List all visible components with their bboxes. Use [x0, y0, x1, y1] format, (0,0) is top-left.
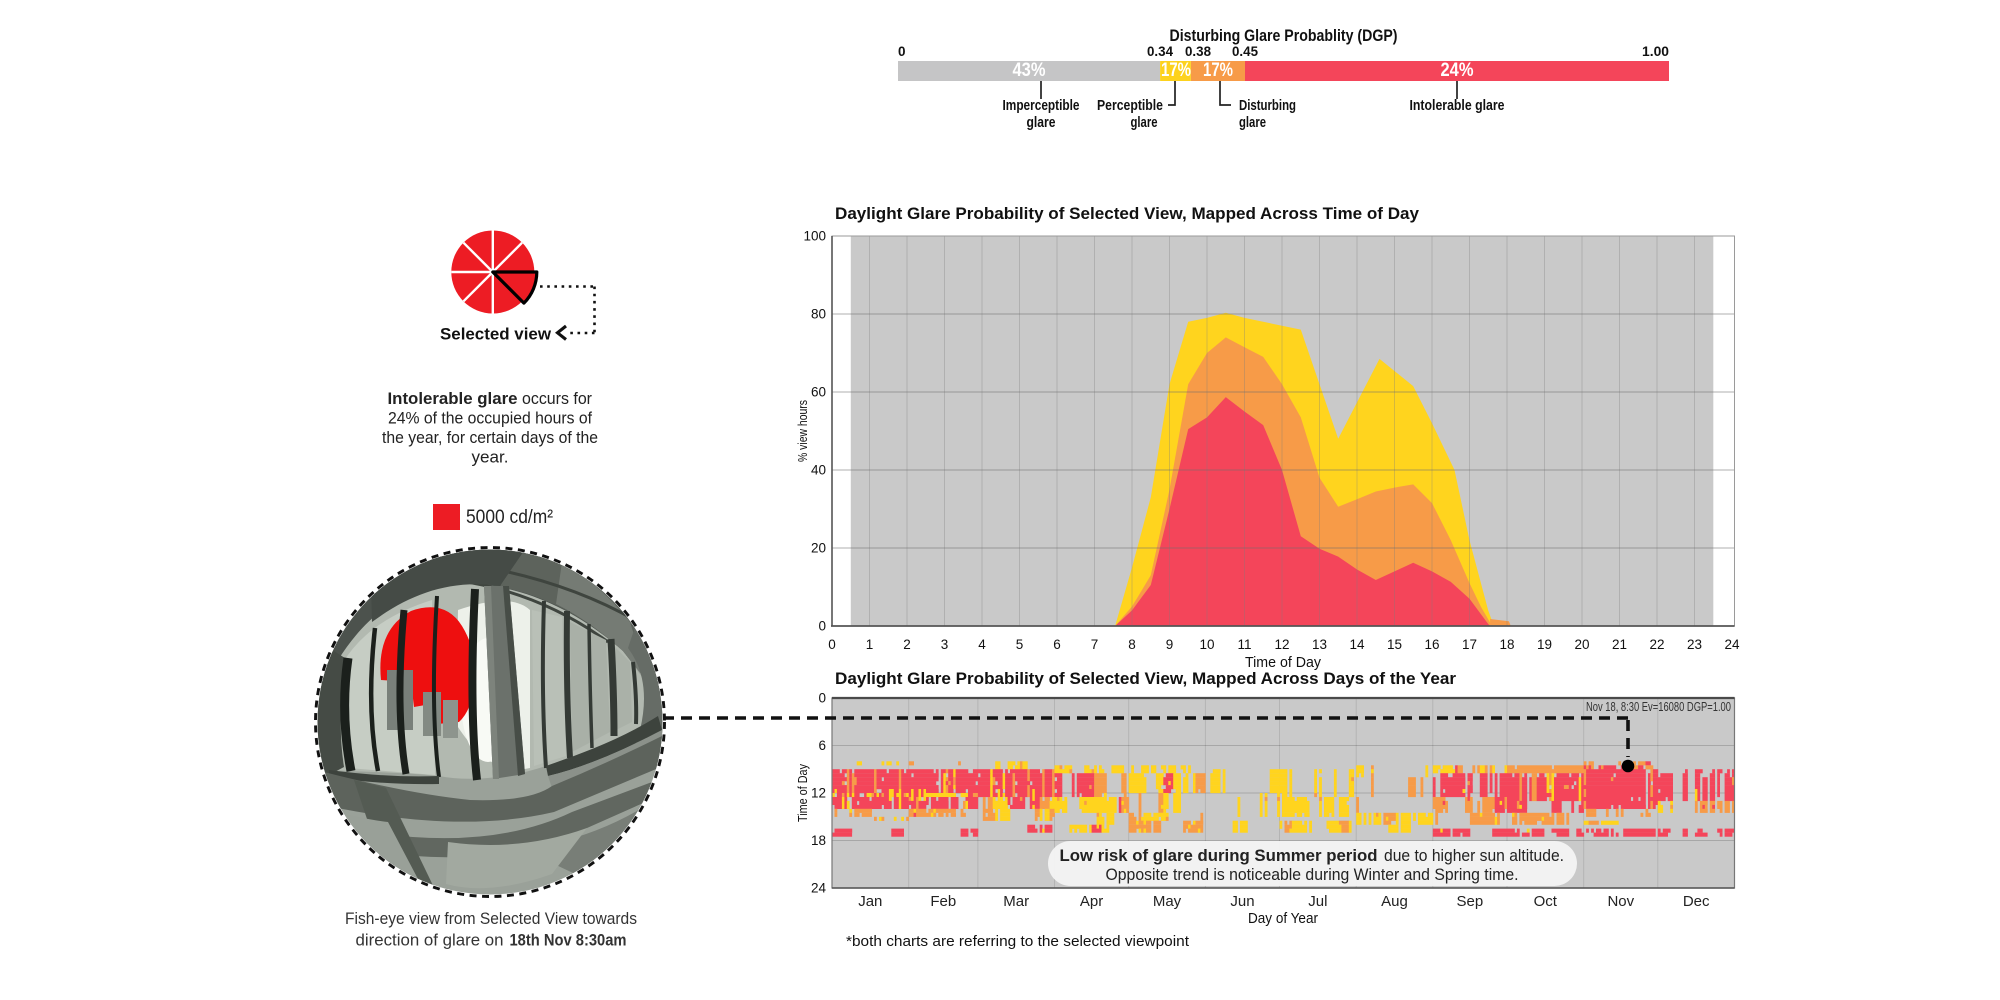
svg-text:year.: year. — [472, 448, 509, 467]
svg-text:19: 19 — [1537, 637, 1552, 652]
svg-text:24: 24 — [1724, 637, 1740, 652]
svg-text:Mar: Mar — [1003, 893, 1029, 910]
svg-text:3: 3 — [941, 637, 949, 652]
svg-text:24%: 24% — [1441, 60, 1474, 81]
svg-text:Perceptible: Perceptible — [1097, 97, 1163, 114]
svg-text:Opposite trend is noticeable d: Opposite trend is noticeable during Wint… — [1106, 865, 1519, 884]
svg-text:7: 7 — [1091, 637, 1099, 652]
svg-text:direction of glare on: direction of glare on — [356, 931, 504, 950]
svg-text:80: 80 — [811, 307, 826, 322]
svg-text:17: 17 — [1462, 637, 1477, 652]
svg-text:18th Nov 8:30am: 18th Nov 8:30am — [510, 931, 627, 950]
svg-text:glare: glare — [1131, 114, 1158, 131]
svg-text:1.00: 1.00 — [1642, 44, 1669, 59]
svg-text:due to higher sun altitude.: due to higher sun altitude. — [1384, 846, 1564, 865]
svg-text:Low risk of glare during Summe: Low risk of glare during Summer period — [1060, 846, 1378, 865]
svg-text:43%: 43% — [1013, 60, 1046, 81]
svg-text:Day of Year: Day of Year — [1248, 910, 1318, 927]
svg-text:13: 13 — [1312, 637, 1327, 652]
svg-text:Fish-eye view from Selected Vi: Fish-eye view from Selected View towards — [345, 909, 637, 928]
svg-text:*both charts are referring to: *both charts are referring to the select… — [846, 934, 1189, 950]
svg-text:May: May — [1153, 893, 1182, 910]
svg-text:Selected view: Selected view — [440, 326, 551, 344]
svg-text:0: 0 — [818, 691, 826, 706]
svg-text:2: 2 — [903, 637, 911, 652]
svg-text:Daylight Glare Probability of: Daylight Glare Probability of Selected V… — [835, 204, 1420, 223]
svg-text:60: 60 — [811, 385, 826, 400]
svg-text:12: 12 — [1274, 637, 1289, 652]
svg-text:21: 21 — [1612, 637, 1627, 652]
svg-text:12: 12 — [811, 786, 826, 801]
svg-text:16: 16 — [1424, 637, 1439, 652]
svg-text:Disturbing Glare Probablity (D: Disturbing Glare Probablity (DGP) — [1170, 27, 1398, 45]
svg-text:20: 20 — [811, 541, 826, 556]
svg-text:Aug: Aug — [1381, 893, 1408, 910]
svg-text:Jan: Jan — [858, 893, 882, 910]
svg-text:14: 14 — [1349, 637, 1365, 652]
svg-text:24% of the occupied hours of: 24% of the occupied hours of — [388, 409, 592, 428]
svg-text:0.38: 0.38 — [1185, 44, 1211, 59]
svg-text:5000 cd/m²: 5000 cd/m² — [466, 507, 553, 528]
svg-text:Sep: Sep — [1457, 893, 1484, 910]
svg-text:6: 6 — [1053, 637, 1061, 652]
svg-text:9: 9 — [1166, 637, 1174, 652]
svg-text:0.45: 0.45 — [1232, 44, 1258, 59]
svg-text:Oct: Oct — [1534, 893, 1558, 910]
svg-text:100: 100 — [803, 229, 826, 244]
svg-text:Imperceptible: Imperceptible — [1003, 97, 1080, 114]
svg-text:4: 4 — [978, 637, 986, 652]
svg-text:20: 20 — [1574, 637, 1589, 652]
svg-text:Nov 18, 8:30 Ev=16080 DGP=1.00: Nov 18, 8:30 Ev=16080 DGP=1.00 — [1586, 700, 1731, 714]
svg-text:Feb: Feb — [930, 893, 956, 910]
svg-text:11: 11 — [1237, 637, 1251, 652]
svg-text:6: 6 — [818, 738, 826, 753]
svg-text:Daylight Glare Probability of: Daylight Glare Probability of Selected V… — [835, 669, 1456, 688]
svg-text:15: 15 — [1387, 637, 1402, 652]
svg-text:0.34: 0.34 — [1147, 44, 1173, 59]
svg-text:24: 24 — [811, 881, 827, 896]
svg-text:the year, for certain days of: the year, for certain days of the — [382, 428, 598, 447]
svg-text:40: 40 — [811, 463, 826, 478]
svg-text:10: 10 — [1199, 637, 1214, 652]
svg-text:23: 23 — [1687, 637, 1702, 652]
svg-text:Intolerable glare: Intolerable glare — [1410, 97, 1505, 114]
svg-text:0: 0 — [898, 44, 906, 59]
svg-text:Dec: Dec — [1683, 893, 1710, 910]
svg-text:0: 0 — [828, 637, 836, 652]
svg-text:occurs for: occurs for — [522, 389, 592, 408]
svg-text:glare: glare — [1239, 114, 1266, 131]
svg-text:0: 0 — [818, 619, 826, 634]
svg-text:% view hours: % view hours — [795, 400, 810, 462]
svg-text:Jul: Jul — [1308, 893, 1327, 910]
svg-text:Time of Day: Time of Day — [1245, 654, 1321, 671]
svg-text:17%: 17% — [1203, 60, 1233, 81]
svg-text:glare: glare — [1027, 114, 1056, 131]
svg-text:8: 8 — [1128, 637, 1136, 652]
svg-text:1: 1 — [866, 637, 874, 652]
svg-text:Time of Day: Time of Day — [795, 764, 810, 822]
svg-text:Disturbing: Disturbing — [1239, 97, 1296, 114]
svg-text:18: 18 — [1499, 637, 1514, 652]
svg-text:Apr: Apr — [1080, 893, 1103, 910]
svg-text:22: 22 — [1649, 637, 1664, 652]
svg-text:Intolerable glare: Intolerable glare — [388, 389, 518, 408]
svg-text:18: 18 — [811, 833, 826, 848]
svg-text:17%: 17% — [1161, 60, 1191, 81]
svg-text:5: 5 — [1016, 637, 1024, 652]
svg-text:Jun: Jun — [1230, 893, 1254, 910]
svg-text:Nov: Nov — [1607, 893, 1634, 910]
